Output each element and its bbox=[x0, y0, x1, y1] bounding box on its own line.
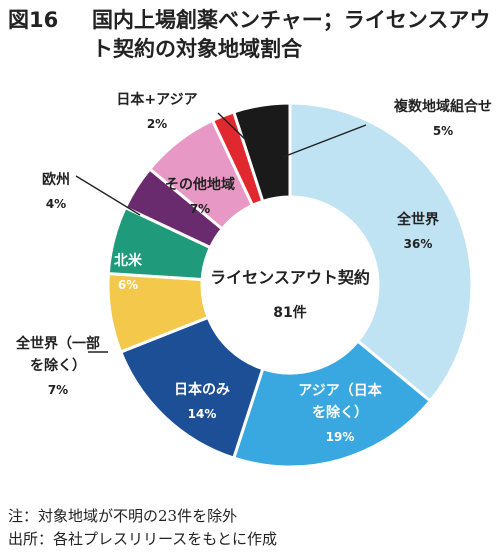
source-note: 出所：各社プレスリリースをもとに作成 bbox=[8, 530, 277, 548]
slice-value-3: 14% bbox=[188, 407, 217, 421]
slice-value-9: 5% bbox=[433, 124, 453, 138]
slice-label-5: 北米 bbox=[114, 252, 143, 269]
slice-label-8: 日本+アジア bbox=[116, 91, 197, 108]
figure-number: 図16 bbox=[8, 8, 59, 32]
slice-9 bbox=[231, 101, 292, 204]
slice-value-1: 36% bbox=[404, 237, 433, 251]
slice-3 bbox=[118, 315, 265, 460]
slice-value-6: 4% bbox=[46, 197, 66, 211]
slice-label-6: 欧州 bbox=[42, 171, 70, 188]
slice-label-1: 全世界 bbox=[396, 211, 440, 228]
leader-line-6 bbox=[75, 175, 141, 216]
footnote: 注：対象地域が不明の23件を除外 bbox=[8, 507, 238, 525]
title-line-1: 国内上場創薬ベンチャー；ライセンスアウ bbox=[92, 8, 491, 32]
slice-value-7: 7% bbox=[190, 202, 210, 216]
slice-2 bbox=[231, 338, 433, 469]
slice-value-5: 6% bbox=[118, 278, 138, 292]
slice-label-9: 複数地域組合せ bbox=[393, 98, 492, 115]
slice-value-4: 7% bbox=[48, 383, 68, 397]
slice-label-2: を除く） bbox=[312, 404, 368, 421]
donut-chart: 全世界36%アジア（日本を除く）19%日本のみ14%全世界（一部を除く）7%北米… bbox=[15, 91, 492, 469]
chart-title: 図16 国内上場創薬ベンチャー；ライセンスアウ ト契約の対象地域割合 bbox=[8, 6, 494, 64]
slice-label-7: その他地域 bbox=[165, 176, 235, 193]
slice-label-4: を除く） bbox=[30, 357, 86, 374]
slice-label-3: 日本のみ bbox=[174, 381, 230, 398]
slice-1 bbox=[288, 101, 474, 404]
leader-line-8 bbox=[217, 112, 249, 143]
center-count: 81件 bbox=[273, 304, 306, 321]
slice-value-2: 19% bbox=[326, 430, 355, 444]
center-label: ライセンスアウト契約 bbox=[210, 268, 370, 287]
slice-label-2: アジア（日本 bbox=[298, 382, 382, 399]
leader-line-9 bbox=[282, 124, 367, 158]
slice-label-4: 全世界（一部 bbox=[15, 335, 100, 352]
slice-value-8: 2% bbox=[147, 117, 167, 131]
title-line-2: ト契約の対象地域割合 bbox=[92, 37, 302, 61]
